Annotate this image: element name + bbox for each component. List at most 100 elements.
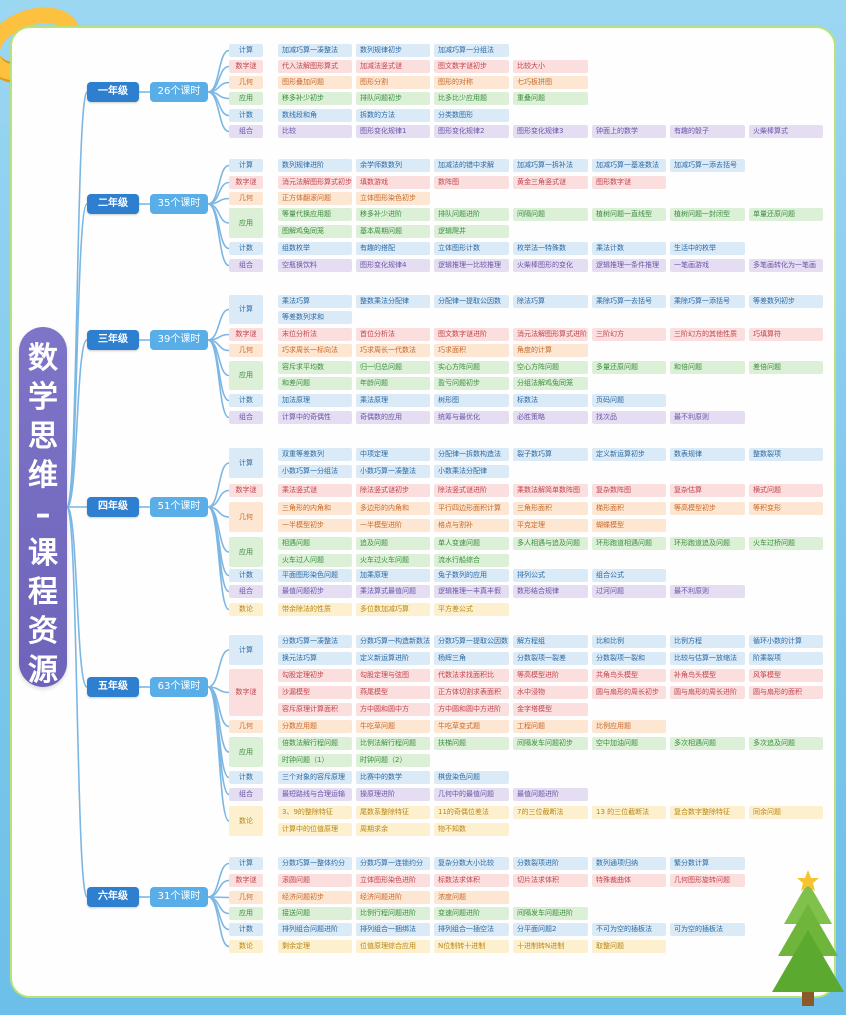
- topic-item: 分数应用题: [278, 720, 352, 733]
- category-label: 数论: [229, 603, 263, 616]
- topic-item: 最不利原则: [670, 585, 745, 598]
- topic-item: 浓度问题: [434, 891, 509, 904]
- topic-item: 末位分析法: [278, 328, 352, 341]
- topic-item: 排列公式: [513, 569, 588, 582]
- topic-item: 比例应用题: [592, 720, 666, 733]
- topic-item: 分数巧算一构造新数法: [356, 635, 430, 648]
- category-label: 几何: [229, 76, 263, 89]
- topic-item: 取整问题: [592, 940, 666, 953]
- topic-item: 火车过人问题: [278, 554, 352, 567]
- topic-item: 逻辑推理一比较推理: [434, 259, 509, 272]
- topic-item: 乘法算式最值问题: [356, 585, 430, 598]
- category-label: 计算: [229, 159, 263, 172]
- topic-item: 阶乘裂项: [749, 652, 823, 665]
- title-char: 思: [28, 419, 58, 454]
- christmas-tree-icon: [772, 870, 844, 1006]
- topic-item: 组数枚举: [278, 242, 352, 255]
- grade-node: 六年级: [87, 887, 139, 907]
- topic-item: 相遇问题: [278, 537, 352, 550]
- topic-item: 勾股定理与弦图: [356, 669, 430, 682]
- topic-item: 解方程组: [513, 635, 588, 648]
- topic-item: 数列规律进阶: [278, 159, 352, 172]
- title-char: 资: [28, 614, 58, 649]
- category-label: 计算: [229, 448, 263, 478]
- topic-item: 巧填算符: [749, 328, 823, 341]
- topic-item: 消元法解图形算式进阶: [513, 328, 588, 341]
- topic-item: 单人变速问题: [434, 537, 509, 550]
- lessons-count: 31个课时: [150, 887, 208, 907]
- topic-item: 追及问题: [356, 537, 430, 550]
- topic-item: 乘法竖式谜: [278, 484, 352, 497]
- topic-item: 比较: [278, 125, 352, 138]
- topic-item: 多笔画转化为一笔画: [749, 259, 823, 272]
- topic-item: 生活中的枚举: [670, 242, 745, 255]
- category-label: 应用: [229, 92, 263, 105]
- topic-item: 单量还原问题: [749, 208, 823, 221]
- topic-item: 复杂估算: [670, 484, 745, 497]
- topic-item: 加减巧算一添去括号: [670, 159, 745, 172]
- topic-item: 七巧板拼图: [513, 76, 588, 89]
- topic-item: 带余除法的性质: [278, 603, 352, 616]
- topic-item: 分数巧算一连锁约分: [356, 857, 430, 870]
- topic-item: 计算中的位值原理: [278, 823, 352, 836]
- topic-item: 图形数字谜: [592, 176, 666, 189]
- topic-item: N位制转十进制: [434, 940, 509, 953]
- topic-item: 标数法: [513, 394, 588, 407]
- topic-item: 接送问题: [278, 907, 352, 920]
- topic-item: 燕尾模型: [356, 686, 430, 699]
- topic-item: 繁分数计算: [670, 857, 745, 870]
- topic-item: 几何中的最值问题: [434, 788, 509, 801]
- topic-item: 3、9的整除特征: [278, 806, 352, 819]
- topic-item: 正方体切割求表面积: [434, 686, 509, 699]
- topic-item: 比例行程问题进阶: [356, 907, 430, 920]
- topic-item: 首位分析法: [356, 328, 430, 341]
- topic-item: 环形跑道相遇问题: [592, 537, 666, 550]
- topic-item: 尾数系整除特征: [356, 806, 430, 819]
- topic-item: 滚圆问题: [278, 874, 352, 887]
- topic-item: 双重等差数列: [278, 448, 352, 461]
- topic-item: 比较与估算一放缩法: [670, 652, 745, 665]
- topic-item: 多次追及问题: [749, 737, 823, 750]
- topic-item: 最值问题初步: [278, 585, 352, 598]
- topic-item: 多边形的内角和: [356, 502, 430, 515]
- topic-item: 乘法巧算: [278, 295, 352, 308]
- topic-item: 平行四边形面积计算: [434, 502, 509, 515]
- topic-item: 树形图: [434, 394, 509, 407]
- category-label: 数字谜: [229, 176, 263, 189]
- topic-item: 等差数列初步: [749, 295, 823, 308]
- topic-item: 容斥原理计算面积: [278, 703, 352, 716]
- topic-item: 裂子数巧算: [513, 448, 588, 461]
- title-char: 数: [28, 341, 58, 376]
- topic-item: 经济问题进阶: [356, 891, 430, 904]
- lessons-count: 26个课时: [150, 82, 208, 102]
- category-label: 数字谜: [229, 874, 263, 887]
- category-label: 数论: [229, 940, 263, 953]
- topic-item: 工程问题: [513, 720, 588, 733]
- topic-item: 等高模型进阶: [513, 669, 588, 682]
- category-label: 组合: [229, 585, 263, 598]
- topic-item: 数线段和角: [278, 109, 352, 122]
- topic-item: 梯形面积: [592, 502, 666, 515]
- topic-item: 方中圆和圆中方: [356, 703, 430, 716]
- category-label: 计算: [229, 44, 263, 57]
- topic-item: 三阶幻方: [592, 328, 666, 341]
- page-title: 数学思维 – 课程资源: [19, 327, 67, 688]
- topic-item: 火柴棒图形的变化: [513, 259, 588, 272]
- category-label: 几何: [229, 891, 263, 904]
- topic-item: 格点与割补: [434, 519, 509, 532]
- topic-item: 空中加油问题: [592, 737, 666, 750]
- topic-item: 除法竖式谜进阶: [434, 484, 509, 497]
- topic-item: 小数巧算一凑整法: [356, 465, 430, 478]
- topic-item: 植树问题一封闭型: [670, 208, 745, 221]
- topic-item: 经济问题初步: [278, 891, 352, 904]
- topic-item: 逻辑爬井: [434, 225, 509, 238]
- category-label: 应用: [229, 907, 263, 920]
- topic-item: 横式问题: [749, 484, 823, 497]
- topic-item: 组合公式: [592, 569, 666, 582]
- topic-item: 加减巧算一基准数法: [592, 159, 666, 172]
- topic-item: 页码问题: [592, 394, 666, 407]
- topic-item: 比例法解行程问题: [356, 737, 430, 750]
- topic-item: 图文数字谜进阶: [434, 328, 509, 341]
- category-label: 数论: [229, 806, 263, 836]
- category-label: 数字谜: [229, 328, 263, 341]
